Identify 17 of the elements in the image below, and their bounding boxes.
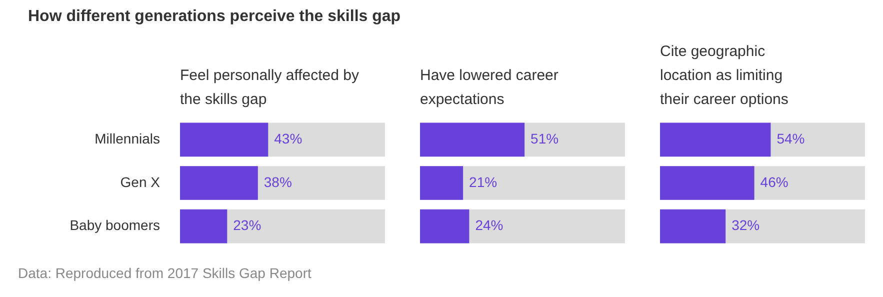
data-label: 43% [274,130,302,147]
data-label: 54% [776,130,805,147]
chart-title: Cite geographic location as limiting their career options [660,42,790,110]
chart-subtitle: Feel personally affected by the skills gap [180,66,360,110]
y-tick-label: Gen X [120,174,161,190]
data-label: 51% [530,130,559,147]
data-label: 38% [264,174,292,190]
data-label: 23% [233,217,262,234]
chart-title: How different generations perceive the skills gap [28,8,401,26]
data-label: 21% [469,174,498,190]
data-label: 24% [475,217,504,234]
data-label: 32% [732,217,760,234]
chart-title: Have lowered career expectations [420,66,560,110]
y-tick-label: Millennials [94,130,160,147]
text: Data: Reproduced from 2017 Skills Gap Report [18,265,312,281]
data-label: 46% [760,174,788,190]
y-tick-label: Baby boomers [70,217,160,234]
